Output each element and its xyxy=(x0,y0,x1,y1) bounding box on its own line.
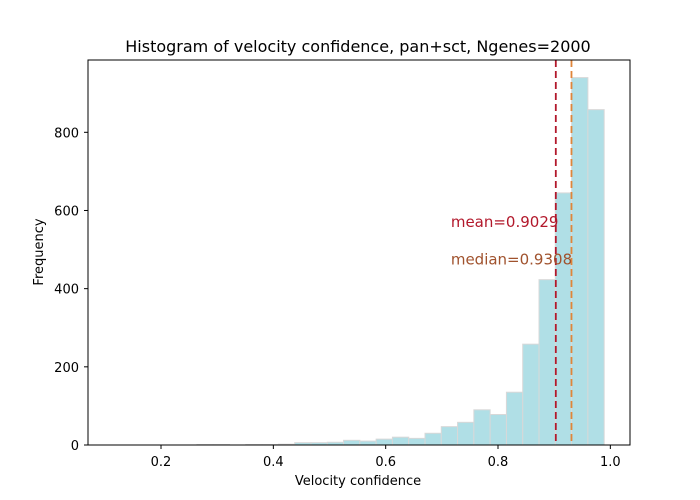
reference-lines-group xyxy=(554,60,573,445)
histogram-bar-24 xyxy=(505,391,524,446)
x-axis: 0.2 0.4 0.6 0.8 1.0 xyxy=(151,445,621,470)
y-axis: 0 200 400 600 800 xyxy=(54,126,88,454)
histogram-bar-16 xyxy=(375,438,393,446)
chart-title: Histogram of velocity confidence, pan+sc… xyxy=(125,37,590,56)
histogram-bar-14 xyxy=(343,439,361,446)
histogram-bar-26 xyxy=(538,279,556,446)
histogram-bar-25 xyxy=(522,343,540,446)
annotations-group: mean=0.9029 median=0.9308 xyxy=(451,213,572,268)
x-tick-label-0: 0.2 xyxy=(151,455,172,470)
annotation-1: median=0.9308 xyxy=(451,250,572,268)
y-tick-label-1: 200 xyxy=(54,361,79,376)
annotation-0: mean=0.9029 xyxy=(451,213,559,231)
x-tick-label-3: 0.8 xyxy=(488,455,509,470)
histogram-bar-21 xyxy=(457,421,475,446)
histogram-bar-28 xyxy=(571,77,589,446)
histogram-bar-23 xyxy=(489,414,507,446)
histogram-bar-29 xyxy=(587,109,605,446)
x-tick-label-1: 0.4 xyxy=(263,455,284,470)
y-tick-label-3: 600 xyxy=(54,204,79,219)
plot-frame xyxy=(87,59,631,446)
histogram-bar-20 xyxy=(440,426,459,446)
y-tick-label-2: 400 xyxy=(54,283,79,298)
histogram-bar-15 xyxy=(359,440,377,446)
histogram-bar-22 xyxy=(473,409,491,446)
histogram-bar-18 xyxy=(408,437,426,446)
x-tick-label-4: 1.0 xyxy=(600,455,621,470)
x-axis-label: Velocity confidence xyxy=(295,474,421,489)
x-tick-label-2: 0.6 xyxy=(375,455,396,470)
histogram-bar-19 xyxy=(424,432,442,446)
bars-group xyxy=(196,77,605,446)
y-axis-label: Frequency xyxy=(32,218,47,285)
histogram-bar-17 xyxy=(391,436,410,446)
y-tick-label-4: 800 xyxy=(54,126,79,141)
y-tick-label-0: 0 xyxy=(71,439,79,454)
